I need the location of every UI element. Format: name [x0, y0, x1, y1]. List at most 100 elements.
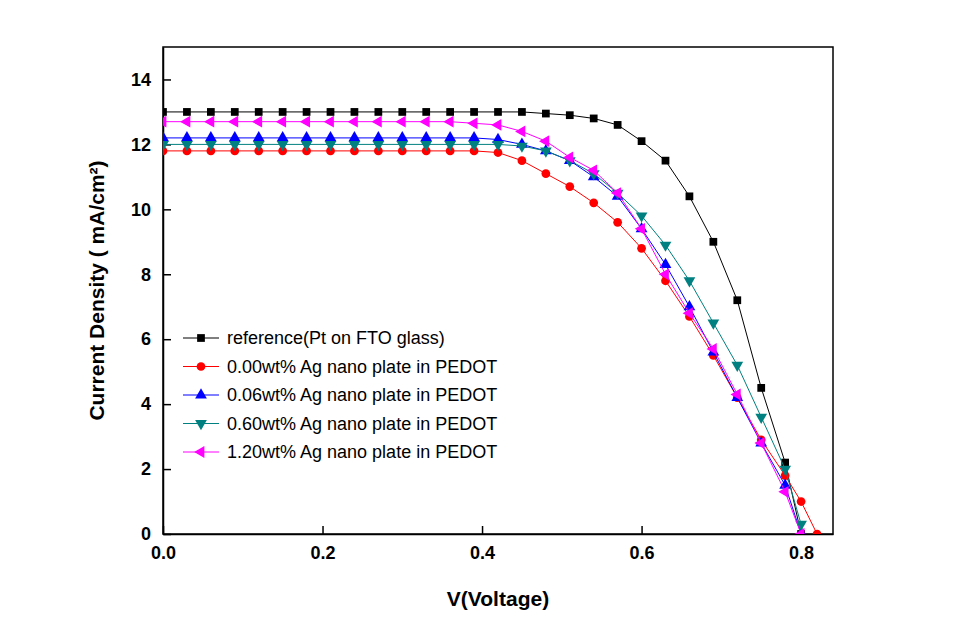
marker [372, 131, 384, 141]
marker [229, 141, 241, 151]
marker [468, 131, 480, 141]
marker [253, 141, 265, 151]
marker [589, 198, 598, 207]
x-axis: 0.00.20.40.60.8 [151, 526, 834, 563]
tick-mark [482, 526, 484, 534]
marker [300, 116, 310, 128]
legend-entry: reference(Pt on FTO glass) [183, 328, 445, 348]
tick-mark [163, 209, 171, 211]
marker [515, 126, 525, 138]
marker [491, 119, 501, 131]
tick-label: 0.6 [630, 543, 655, 563]
marker [637, 244, 646, 253]
series-line [163, 151, 817, 534]
tick-mark [163, 404, 171, 406]
legend-label: 0.60wt% Ag nano plate in PEDOT [227, 414, 497, 434]
marker [419, 116, 429, 128]
marker [349, 131, 361, 141]
marker [301, 141, 313, 151]
legend-entry: 0.06wt% Ag nano plate in PEDOT [183, 385, 497, 405]
tick-label: 0.0 [151, 543, 176, 563]
marker [563, 152, 573, 164]
marker [467, 117, 477, 129]
legend: reference(Pt on FTO glass) 0.00wt% Ag nan… [183, 328, 497, 462]
marker [635, 223, 645, 235]
marker [253, 131, 265, 141]
tick-mark [163, 79, 171, 81]
marker [351, 108, 359, 116]
tick: 6 [141, 329, 171, 349]
marker [470, 108, 478, 116]
tick: 10 [131, 200, 171, 220]
marker [757, 384, 765, 392]
legend-label: 0.00wt% Ag nano plate in PEDOT [227, 357, 497, 377]
tick: 0.8 [789, 526, 814, 563]
marker [813, 530, 822, 534]
tick-label: 0 [141, 524, 151, 544]
series-line [163, 144, 801, 524]
tick-label: 6 [141, 329, 151, 349]
series-line [163, 112, 801, 534]
legend-marker [197, 362, 206, 371]
marker [301, 131, 313, 141]
tick-mark [163, 274, 171, 276]
tick: 2 [141, 459, 171, 479]
marker [228, 116, 238, 128]
marker [566, 111, 574, 119]
marker [277, 141, 289, 151]
marker [163, 108, 167, 116]
marker [163, 141, 169, 151]
marker [180, 116, 190, 128]
legend-entry: 0.00wt% Ag nano plate in PEDOT [183, 357, 497, 377]
x-axis-title: V(Voltage) [447, 587, 549, 610]
legend-label: 1.20wt% Ag nano plate in PEDOT [227, 442, 497, 462]
marker [277, 131, 289, 141]
plot: 0.00.20.40.60.802468101214reference(Pt o… [131, 47, 834, 563]
tick-label: 2 [141, 459, 151, 479]
marker [794, 528, 804, 534]
marker [541, 169, 550, 178]
y-axis-title: Current Density ( mA/cm²) [85, 160, 108, 420]
tick-mark [322, 526, 324, 534]
marker [778, 486, 788, 498]
series-line [163, 138, 801, 534]
marker [683, 307, 693, 319]
marker [590, 115, 598, 123]
marker [205, 141, 217, 151]
marker [348, 116, 358, 128]
marker [205, 131, 217, 141]
tick-label: 12 [131, 135, 151, 155]
marker [372, 116, 382, 128]
marker [611, 187, 621, 199]
marker [660, 242, 672, 252]
tick-mark [641, 526, 643, 534]
marker [303, 108, 311, 116]
marker [684, 300, 696, 310]
marker [797, 497, 806, 506]
marker [181, 141, 193, 151]
marker [565, 182, 574, 191]
marker [207, 108, 215, 116]
marker [707, 343, 717, 355]
marker [614, 121, 622, 129]
marker [396, 141, 408, 151]
marker [163, 116, 166, 128]
marker [183, 108, 191, 116]
marker [754, 437, 764, 449]
marker [349, 141, 361, 151]
marker [420, 141, 432, 151]
marks [163, 108, 821, 534]
tick-mark [163, 339, 171, 341]
tick: 0.4 [470, 526, 495, 563]
tick: 14 [131, 70, 171, 90]
marker [733, 296, 741, 304]
tick: 4 [141, 394, 171, 414]
tick-label: 0.8 [789, 543, 814, 563]
marker [684, 277, 696, 287]
tick-label: 0.4 [470, 543, 495, 563]
tick-mark [163, 469, 171, 471]
marker [420, 131, 432, 141]
marker [707, 320, 719, 330]
marker [659, 268, 669, 280]
marker [231, 108, 239, 116]
